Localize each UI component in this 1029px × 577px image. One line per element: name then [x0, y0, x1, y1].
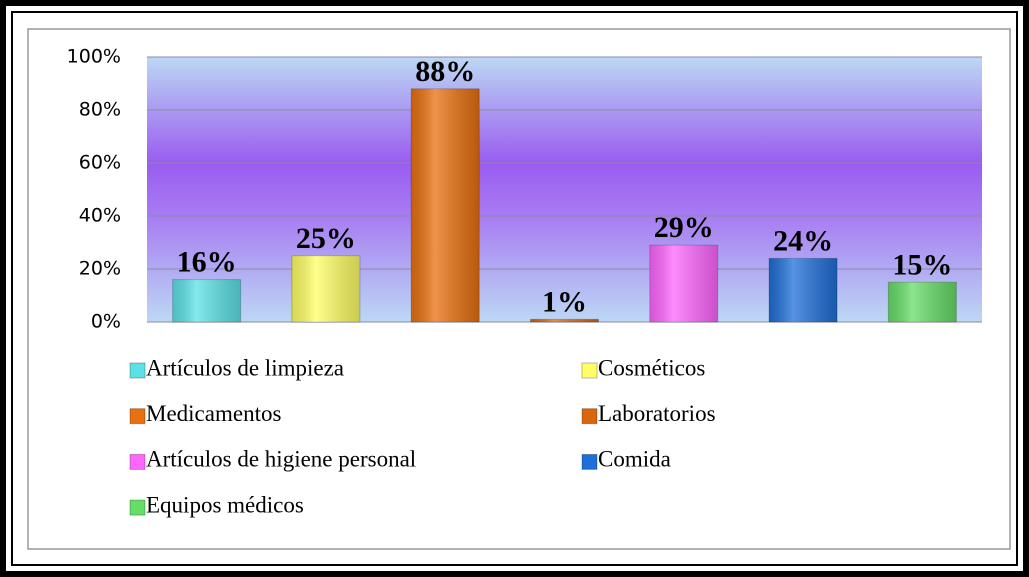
legend-label: Laboratorios	[598, 401, 716, 426]
bar-shine	[172, 279, 241, 322]
y-tick-label: 60%	[79, 152, 121, 174]
y-tick-label: 40%	[79, 205, 121, 227]
value-label: 25%	[296, 222, 356, 255]
y-tick-label: 20%	[79, 258, 121, 280]
frame-inner	[11, 11, 1018, 566]
value-label: 15%	[892, 248, 952, 281]
plot-background	[147, 57, 982, 322]
legend-label: Cosméticos	[598, 355, 705, 380]
value-label: 1%	[542, 285, 587, 318]
bar-shine	[888, 282, 957, 322]
y-tick-label: 100%	[67, 46, 121, 68]
legend-swatch	[129, 408, 146, 425]
bar-shine	[291, 255, 360, 322]
y-tick-label: 80%	[79, 99, 121, 121]
legend-swatch	[581, 408, 598, 425]
bar-shine	[649, 245, 718, 322]
legend-label: Medicamentos	[146, 401, 281, 426]
bar-shine	[769, 258, 838, 322]
legend-swatch	[129, 453, 146, 470]
legend-swatch	[581, 362, 598, 379]
legend-swatch	[129, 499, 146, 516]
legend-swatch	[129, 362, 146, 379]
value-label: 29%	[654, 211, 714, 244]
bar-shine	[411, 88, 480, 322]
y-tick-label: 0%	[91, 311, 121, 333]
legend-label: Equipos médicos	[146, 492, 304, 517]
legend-label: Artículos de higiene personal	[146, 447, 416, 472]
legend-label: Artículos de limpieza	[146, 355, 344, 380]
legend-swatch	[581, 453, 598, 470]
value-label: 16%	[177, 246, 237, 279]
value-label: 88%	[415, 55, 475, 88]
value-label: 24%	[773, 224, 833, 257]
legend-label: Comida	[598, 447, 671, 472]
bar-shine	[530, 319, 599, 322]
